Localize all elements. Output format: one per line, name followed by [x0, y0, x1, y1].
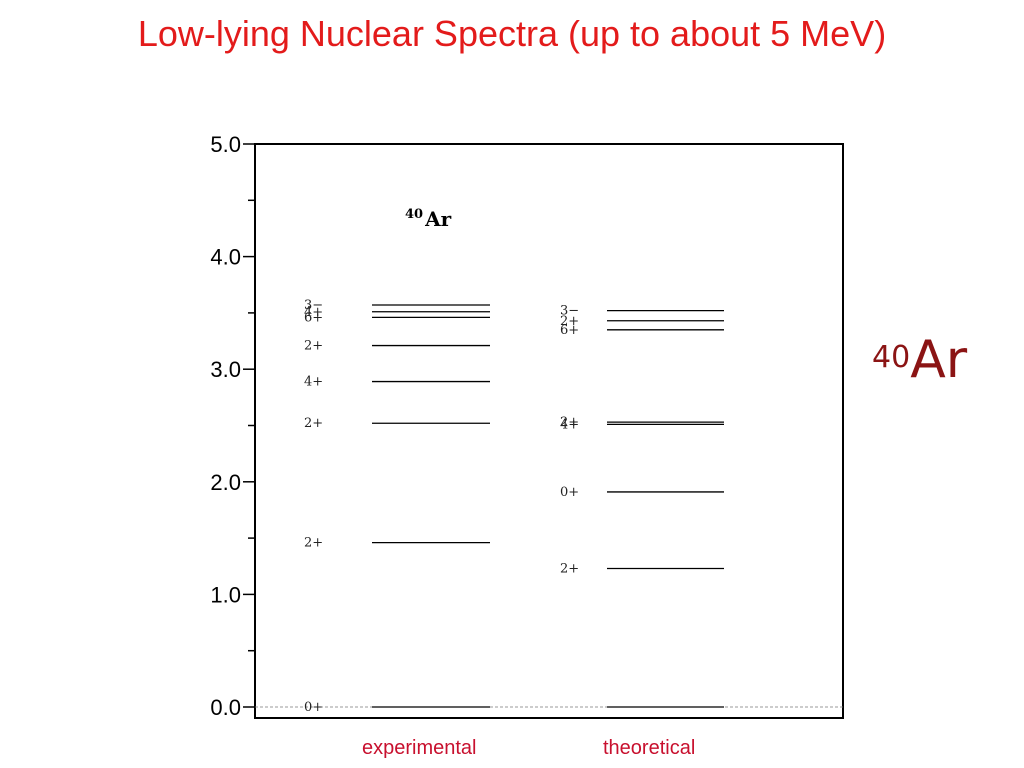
- level-label: 2+: [560, 415, 579, 430]
- annotation-symbol: Ar: [424, 207, 452, 231]
- level-label: 2+: [304, 339, 323, 354]
- level-label: 6+: [304, 310, 323, 325]
- chart-marks: 40 Ar0+2+2+4+2+6+4+3−2+0+4+2+6+2+3−: [304, 207, 724, 715]
- level-label: 3−: [304, 298, 323, 313]
- y-tick-label: 5.0: [210, 132, 241, 157]
- level-label: 2+: [560, 314, 579, 329]
- nucleus-mass-number: 40: [872, 340, 911, 375]
- experimental-column-label: experimental: [362, 737, 477, 759]
- chart-axes: 0.0 1.0 2.0 3.0 4.0 5.0: [210, 132, 844, 720]
- level-label: 2+: [560, 562, 579, 577]
- slide-title: Low-lying Nuclear Spectra (up to about 5…: [137, 13, 887, 54]
- y-tick-label: 0.0: [210, 695, 241, 720]
- level-label: 2+: [304, 416, 323, 431]
- y-tick-label: 4.0: [210, 245, 241, 270]
- chart-nucleus-annotation: 40 Ar: [405, 207, 452, 231]
- y-tick-label: 1.0: [210, 582, 241, 607]
- level-label: 2+: [304, 536, 323, 551]
- level-label: 4+: [304, 375, 323, 390]
- y-tick-label: 3.0: [210, 357, 241, 382]
- level-label: 4+: [304, 305, 323, 320]
- level-label: 3−: [560, 304, 579, 319]
- nucleus-symbol: Ar: [910, 330, 968, 390]
- y-tick-label: 2.0: [210, 470, 241, 495]
- level-label: 6+: [560, 323, 579, 338]
- nucleus-label: 40Ar: [872, 330, 967, 390]
- annotation-mass-number: 40: [405, 207, 423, 222]
- series-experimental: 0+2+2+4+2+6+4+3−: [304, 298, 490, 715]
- series-theoretical: 2+0+4+2+6+2+3−: [560, 304, 724, 708]
- plot-frame: [254, 143, 844, 719]
- level-label: 0+: [304, 700, 323, 715]
- level-label: 4+: [560, 417, 579, 432]
- level-label: 0+: [560, 485, 579, 500]
- theoretical-column-label: theoretical: [603, 737, 696, 759]
